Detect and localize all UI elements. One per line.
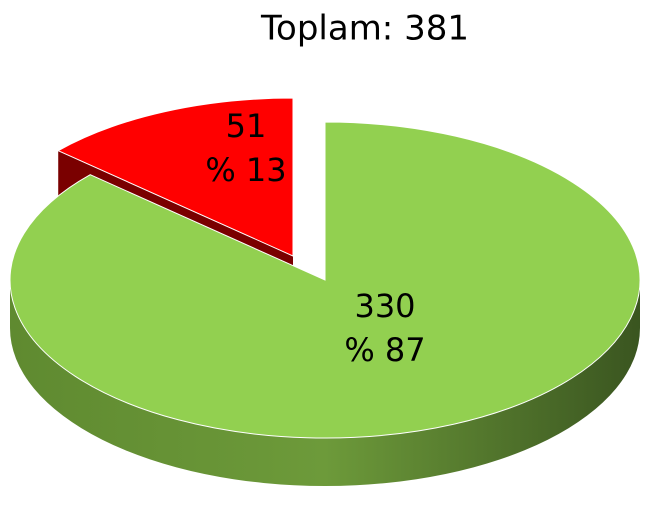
percent-label: % 13 (205, 151, 286, 189)
data-label: 330 (354, 287, 415, 325)
slice-wall (10, 280, 640, 486)
chart-title: Toplam: 381 (260, 9, 469, 49)
percent-label: % 87 (344, 331, 425, 369)
slice (57, 97, 294, 257)
data-label: 51 (226, 107, 267, 145)
slice (9, 121, 641, 439)
